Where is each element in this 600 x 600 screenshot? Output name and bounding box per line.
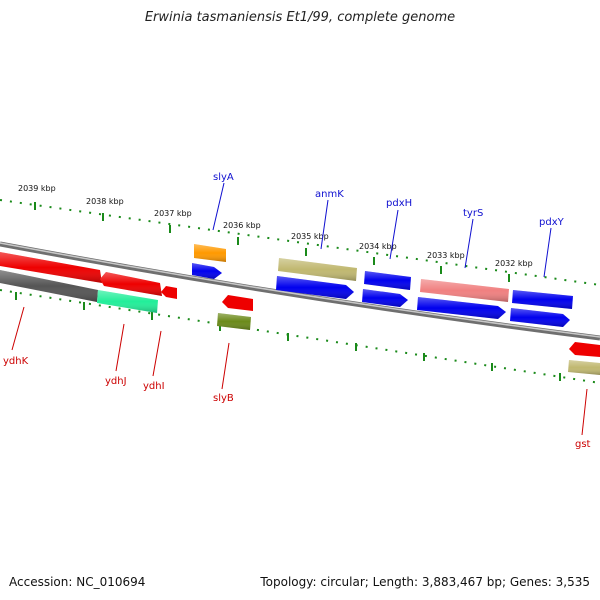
- lower-tick-rail: [0, 289, 600, 384]
- gene-arrow-anmK-blue[interactable]: [276, 276, 354, 299]
- gene-label-ydhK[interactable]: ydhK: [3, 356, 29, 367]
- tick-label: 2034 kbp: [359, 242, 397, 251]
- tick-label: 2032 kbp: [495, 259, 533, 268]
- tick-label: 2036 kbp: [223, 221, 261, 230]
- gene-label-gst[interactable]: gst: [575, 439, 591, 450]
- tick-label: 2038 kbp: [86, 197, 124, 206]
- gene-arrow-tyrS[interactable]: [420, 279, 509, 302]
- gene-arrow-slyA-blue[interactable]: [192, 263, 222, 279]
- gene-arrow-ydhK-upper[interactable]: [0, 252, 102, 283]
- gene-arrow-ydhJ[interactable]: [97, 290, 158, 313]
- tick-label: 2039 kbp: [18, 184, 56, 193]
- tick-label: 2037 kbp: [154, 209, 192, 218]
- lower-leaders: [11, 306, 588, 436]
- gene-label-pdxY[interactable]: pdxY: [539, 217, 565, 228]
- gene-arrow-slyB-red[interactable]: [222, 295, 253, 311]
- map-title: Erwinia tasmaniensis Et1/99, complete ge…: [144, 10, 456, 25]
- gene-arrow-pdxY[interactable]: [512, 290, 573, 309]
- genome-backbone: [0, 241, 600, 341]
- upper-leaders: [212, 182, 552, 278]
- tick-label: 2035 kbp: [291, 232, 329, 241]
- gene-label-slyB[interactable]: slyB: [213, 393, 234, 404]
- gene-label-anmK[interactable]: anmK: [315, 189, 344, 200]
- accession-text: Accession: NC_010694: [9, 575, 146, 589]
- gene-arrow-slyB[interactable]: [217, 313, 251, 330]
- gene-label-ydhI[interactable]: ydhI: [143, 381, 165, 392]
- gene-arrow-ydhJ-upper[interactable]: [100, 272, 162, 296]
- genome-summary-text: Topology: circular; Length: 3,883,467 bp…: [260, 575, 590, 589]
- upper-tick-rail: [0, 199, 600, 286]
- gene-arrow-tyrS-lower[interactable]: [417, 297, 506, 319]
- tick-label: 2033 kbp: [427, 251, 465, 260]
- gene-label-tyrS[interactable]: tyrS: [463, 208, 483, 219]
- gene-arrow-pdxH[interactable]: [364, 271, 411, 290]
- gene-arrow-pdxY-lower[interactable]: [510, 308, 570, 327]
- gene-arrow-gst[interactable]: [568, 360, 600, 375]
- gene-label-ydhJ[interactable]: ydhJ: [105, 376, 127, 387]
- gene-label-pdxH[interactable]: pdxH: [386, 198, 412, 209]
- gene-arrow-slyA-orange[interactable]: [194, 244, 226, 262]
- gene-label-slyA[interactable]: slyA: [213, 172, 234, 183]
- gene-arrow-ydhK-lower[interactable]: [0, 270, 98, 302]
- gene-arrow-pdxH-lower[interactable]: [362, 289, 408, 307]
- major-ticks: [15, 202, 561, 381]
- gene-arrow-ydhI[interactable]: [161, 286, 177, 299]
- gene-arrow-gst-red[interactable]: [569, 342, 600, 357]
- gene-arrow-anmK[interactable]: [278, 258, 357, 281]
